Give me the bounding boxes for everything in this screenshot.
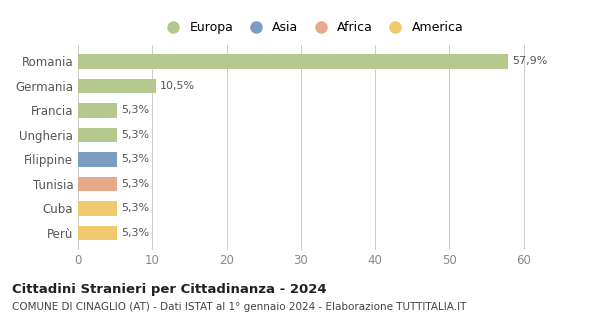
Bar <box>78 79 156 93</box>
Text: 5,3%: 5,3% <box>121 204 149 213</box>
Text: 5,3%: 5,3% <box>121 155 149 164</box>
Bar <box>78 128 118 142</box>
Legend: Europa, Asia, Africa, America: Europa, Asia, Africa, America <box>155 16 469 39</box>
Text: Cittadini Stranieri per Cittadinanza - 2024: Cittadini Stranieri per Cittadinanza - 2… <box>12 283 326 296</box>
Text: 5,3%: 5,3% <box>121 130 149 140</box>
Bar <box>78 177 118 191</box>
Bar <box>78 54 508 69</box>
Text: 5,3%: 5,3% <box>121 179 149 189</box>
Bar <box>78 103 118 118</box>
Text: 5,3%: 5,3% <box>121 106 149 116</box>
Text: 5,3%: 5,3% <box>121 228 149 238</box>
Text: 10,5%: 10,5% <box>160 81 195 91</box>
Bar <box>78 201 118 216</box>
Text: COMUNE DI CINAGLIO (AT) - Dati ISTAT al 1° gennaio 2024 - Elaborazione TUTTITALI: COMUNE DI CINAGLIO (AT) - Dati ISTAT al … <box>12 302 466 312</box>
Bar <box>78 226 118 240</box>
Text: 57,9%: 57,9% <box>512 56 547 67</box>
Bar <box>78 152 118 167</box>
